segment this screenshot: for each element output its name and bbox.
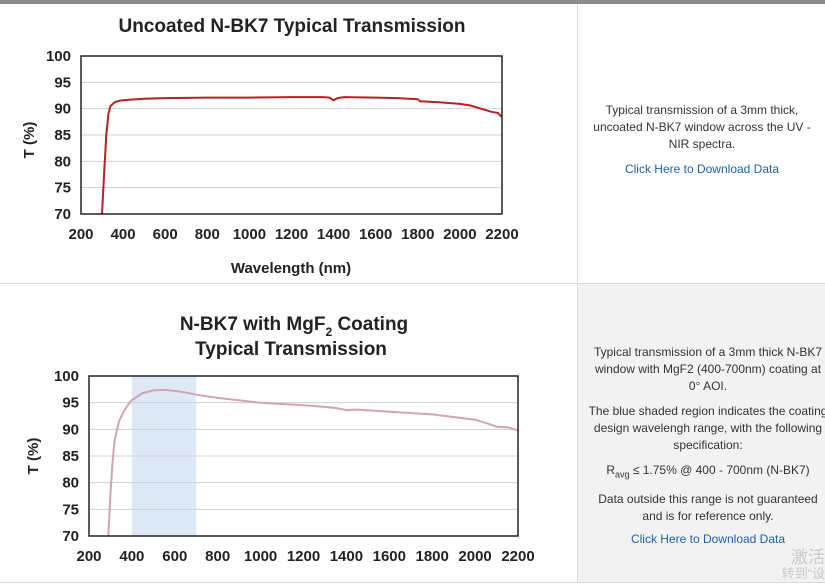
- chart-title-line2: Typical Transmission: [195, 339, 387, 360]
- y-tick-label: 100: [54, 368, 79, 385]
- description-text-3: Data outside this range is not guarantee…: [598, 492, 818, 524]
- y-tick-label: 75: [54, 180, 71, 197]
- y-tick-label: 100: [46, 48, 71, 65]
- download-data-link[interactable]: Click Here to Download Data: [630, 532, 786, 547]
- description-cell-mgf2: Typical transmission of a 3mm thick N-BK…: [578, 284, 825, 582]
- x-tick-label: 1400: [330, 548, 363, 565]
- y-tick-label: 95: [54, 74, 71, 91]
- spec-subscript: avg: [614, 469, 630, 480]
- series-line: [107, 388, 518, 536]
- y-tick-label: 95: [62, 395, 79, 412]
- y-tick-label: 90: [62, 421, 79, 438]
- x-tick-label: 200: [68, 226, 93, 243]
- description-text: Typical transmission of a 3mm thick, unc…: [593, 103, 811, 151]
- transmission-chart-mgf2: N-BK7 with MgF2 Coating Typical Transmis…: [25, 314, 535, 565]
- x-tick-label: 600: [162, 548, 187, 565]
- spec-rest: ≤ 1.75% @ 400 - 700nm (N-BK7): [629, 463, 810, 477]
- watermark-line2: 转到“设: [781, 566, 825, 581]
- y-tick-label: 85: [54, 127, 71, 144]
- x-tick-label: 400: [119, 548, 144, 565]
- spec-r: R: [606, 463, 615, 477]
- x-tick-label: 1200: [287, 548, 320, 565]
- x-tick-label: 1600: [373, 548, 406, 565]
- x-tick-label: 400: [111, 226, 136, 243]
- x-tick-label: 600: [153, 226, 178, 243]
- x-tick-label: 2000: [458, 548, 491, 565]
- chart-title-line1: N-BK7 with MgF2 Coating: [180, 314, 408, 339]
- transmission-chart-uncoated: Uncoated N-BK7 Typical Transmission Wave…: [21, 16, 519, 277]
- title-subscript: 2: [325, 325, 332, 339]
- product-row-mgf2: N-BK7 with MgF2 Coating Typical Transmis…: [0, 284, 825, 583]
- x-tick-label: 2200: [501, 548, 534, 565]
- y-tick-label: 90: [54, 101, 71, 118]
- y-tick-label: 70: [54, 206, 71, 223]
- description-text-2: The blue shaded region indicates the coa…: [588, 404, 825, 452]
- description: Typical transmission of a 3mm thick, unc…: [586, 102, 818, 178]
- description-cell-uncoated: Typical transmission of a 3mm thick, unc…: [578, 4, 825, 283]
- x-tick-label: 1800: [416, 548, 449, 565]
- title-part-a: N-BK7 with MgF: [180, 314, 326, 335]
- x-tick-label: 2200: [485, 226, 518, 243]
- chart-cell-uncoated: Uncoated N-BK7 Typical Transmission Wave…: [0, 4, 578, 283]
- title-part-b: Coating: [332, 314, 408, 335]
- x-tick-label: 800: [195, 226, 220, 243]
- specification: Ravg ≤ 1.75% @ 400 - 700nm (N-BK7): [588, 462, 825, 483]
- top-border: [0, 0, 825, 4]
- y-tick-label: 80: [62, 475, 79, 492]
- x-tick-label: 1400: [317, 226, 350, 243]
- x-tick-label: 1600: [359, 226, 392, 243]
- watermark-line1: 激活: [791, 548, 825, 567]
- x-axis-label: Wavelength (nm): [231, 260, 351, 277]
- series-line: [101, 96, 502, 214]
- plot-frame: [88, 375, 519, 537]
- x-tick-label: 1000: [233, 226, 266, 243]
- y-tick-label: 75: [62, 501, 79, 518]
- download-data-link[interactable]: Click Here to Download Data: [624, 162, 780, 176]
- y-axis-label: T (%): [21, 122, 38, 159]
- x-tick-label: 800: [205, 548, 230, 565]
- x-tick-label: 2000: [443, 226, 476, 243]
- y-tick-label: 80: [54, 153, 71, 170]
- y-tick-label: 70: [62, 528, 79, 545]
- y-tick-label: 85: [62, 448, 79, 465]
- chart-cell-mgf2: N-BK7 with MgF2 Coating Typical Transmis…: [0, 284, 578, 582]
- description: Typical transmission of a 3mm thick N-BK…: [588, 344, 825, 548]
- plot-frame: [80, 55, 503, 215]
- x-tick-label: 1000: [244, 548, 277, 565]
- chart-title: Uncoated N-BK7 Typical Transmission: [118, 16, 465, 37]
- product-row-uncoated: Uncoated N-BK7 Typical Transmission Wave…: [0, 4, 825, 284]
- description-text-1: Typical transmission of a 3mm thick N-BK…: [593, 345, 823, 393]
- x-tick-label: 200: [76, 548, 101, 565]
- x-tick-label: 1200: [275, 226, 308, 243]
- x-tick-label: 1800: [401, 226, 434, 243]
- y-axis-label: T (%): [25, 438, 42, 475]
